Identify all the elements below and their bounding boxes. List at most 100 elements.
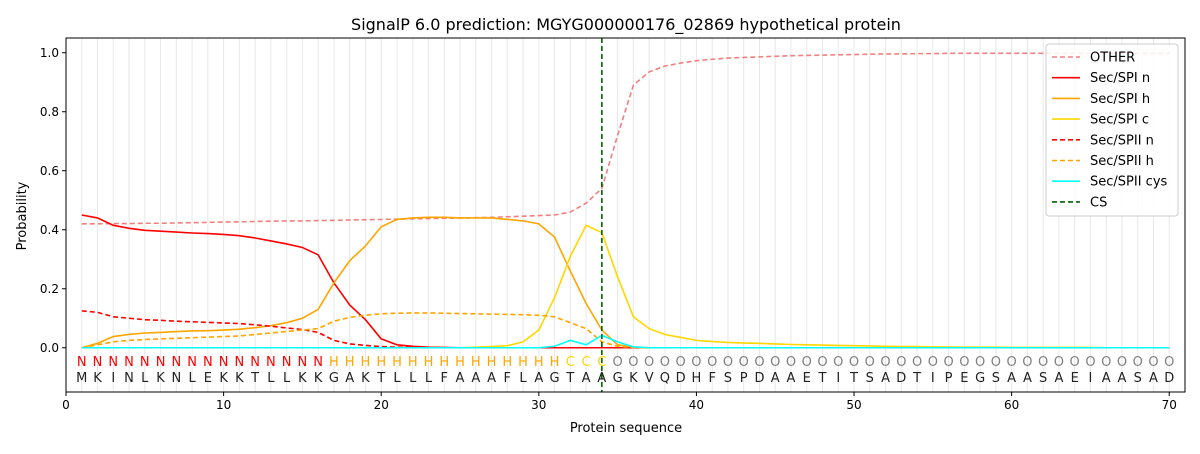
region-label: O (628, 355, 638, 370)
residue-label: T (250, 371, 259, 386)
residue-label: L (409, 371, 417, 386)
residue-label: A (1023, 371, 1032, 386)
legend-label: Sec/SPI n (1090, 71, 1150, 86)
region-label: O (613, 355, 623, 370)
x-tick-label: 30 (531, 398, 546, 412)
residue-label: K (235, 371, 244, 386)
region-label: C (582, 355, 591, 370)
region-label: N (282, 355, 292, 370)
region-label: H (439, 355, 449, 370)
residue-label: A (345, 371, 354, 386)
residue-label: H (692, 371, 702, 386)
region-label: N (140, 355, 150, 370)
residue-label: S (1039, 371, 1047, 386)
residue-label: V (645, 371, 654, 386)
residue-label: D (754, 371, 764, 386)
region-label: H (392, 355, 402, 370)
region-label: O (865, 355, 875, 370)
region-label: O (991, 355, 1001, 370)
region-label: O (849, 355, 859, 370)
residue-label: E (204, 371, 212, 386)
residue-label: K (93, 371, 102, 386)
region-label: N (250, 355, 260, 370)
y-axis-label: Probability (15, 181, 30, 250)
residue-label: T (912, 371, 921, 386)
residue-label: L (519, 371, 527, 386)
region-label: H (502, 355, 512, 370)
residue-label: G (975, 371, 985, 386)
region-label: C (597, 355, 606, 370)
plot-frame (65, 37, 1186, 393)
residue-label: L (267, 371, 275, 386)
region-label: O (707, 355, 717, 370)
region-label: O (754, 355, 764, 370)
residue-label: A (1102, 371, 1111, 386)
region-label: O (723, 355, 733, 370)
region-label: H (424, 355, 434, 370)
residue-label: A (1149, 371, 1158, 386)
region-label: H (345, 355, 355, 370)
residue-label: A (881, 371, 890, 386)
legend-label: Sec/SPII cys (1090, 175, 1168, 190)
legend-label: OTHER (1090, 51, 1135, 66)
series-line-sec-spii-cys (81, 334, 1170, 349)
residue-label: K (298, 371, 307, 386)
region-label: H (471, 355, 481, 370)
y-tick-label: 0.8 (40, 105, 59, 119)
region-label: N (156, 355, 166, 370)
residue-label: A (534, 371, 543, 386)
region-label: H (329, 355, 339, 370)
legend-label: Sec/SPI h (1090, 92, 1150, 107)
x-tick-label: 70 (1162, 398, 1177, 412)
region-label: H (534, 355, 544, 370)
region-label: N (203, 355, 213, 370)
residue-label: N (124, 371, 134, 386)
series-line-sec-spii-n (81, 310, 1170, 349)
residue-label: I (836, 371, 840, 386)
residue-label: M (76, 371, 87, 386)
region-label: O (1085, 355, 1095, 370)
region-label: O (739, 355, 749, 370)
residue-label: I (111, 371, 115, 386)
residue-label: A (456, 371, 465, 386)
region-label: N (108, 355, 118, 370)
y-tick-label: 1.0 (40, 46, 59, 60)
region-label: O (1007, 355, 1017, 370)
x-tick-label: 0 (62, 398, 70, 412)
residue-label: L (283, 371, 291, 386)
residue-label: A (1118, 371, 1127, 386)
region-label: N (77, 355, 87, 370)
x-axis-label: Protein sequence (570, 421, 682, 436)
legend-box (1045, 43, 1179, 217)
residue-label: T (849, 371, 858, 386)
region-label: N (266, 355, 276, 370)
region-label: O (786, 355, 796, 370)
region-label: O (1164, 355, 1174, 370)
residue-label: P (945, 371, 953, 386)
region-label: H (361, 355, 371, 370)
region-label: N (124, 355, 134, 370)
residue-label: L (188, 371, 196, 386)
region-label: O (660, 355, 670, 370)
y-tick-label: 0.4 (40, 223, 59, 237)
region-label: O (912, 355, 922, 370)
region-label: O (1148, 355, 1158, 370)
region-label: O (770, 355, 780, 370)
residue-label: I (1089, 371, 1093, 386)
residue-label: L (393, 371, 401, 386)
residue-label: D (676, 371, 686, 386)
region-label: O (943, 355, 953, 370)
region-label: O (1070, 355, 1080, 370)
x-tick-label: 60 (1004, 398, 1019, 412)
residue-label: F (708, 371, 715, 386)
residue-label: A (582, 371, 591, 386)
residue-label: L (425, 371, 433, 386)
residue-label: K (314, 371, 323, 386)
region-label: O (896, 355, 906, 370)
residue-label: D (1164, 371, 1174, 386)
residue-label: S (724, 371, 732, 386)
region-label: C (566, 355, 575, 370)
residue-label: I (931, 371, 935, 386)
